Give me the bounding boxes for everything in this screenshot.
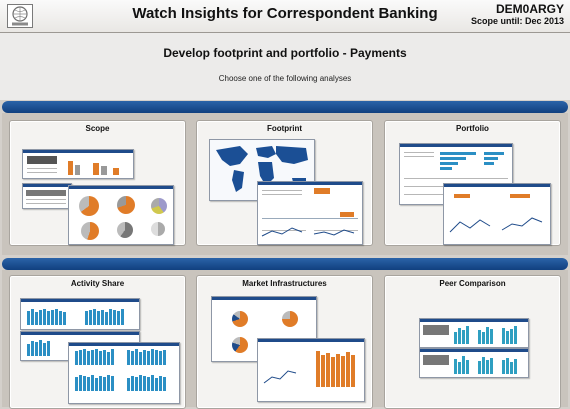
swift-logo-icon <box>7 4 33 28</box>
analysis-card-footprint[interactable]: Footprint <box>196 120 373 246</box>
analysis-card-peer-comparison[interactable]: Peer Comparison <box>384 275 561 409</box>
analysis-card-title: Activity Share <box>70 279 125 288</box>
analysis-card-activity-share[interactable]: Activity Share <box>9 275 186 409</box>
analysis-card-market-infrastructures[interactable]: Market Infrastructures <box>196 275 373 409</box>
page-subtitle: Develop footprint and portfolio - Paymen… <box>163 46 407 60</box>
intro-area: Develop footprint and portfolio - Paymen… <box>0 33 570 100</box>
market-infrastructures-dashboard-thumbnail <box>197 276 372 402</box>
analysis-row-2: Activity Share Market Infrastructures <box>2 270 568 409</box>
analysis-card-title: Market Infrastructures <box>242 279 327 288</box>
user-id: DEM0ARGY <box>495 2 564 16</box>
instruction-text: Choose one of the following analyses <box>218 74 352 83</box>
section-band-2 <box>2 258 568 270</box>
analysis-card-title: Portfolio <box>456 124 489 133</box>
app-header: Watch Insights for Correspondent Banking… <box>0 0 570 33</box>
footprint-dashboard-thumbnail <box>197 121 372 245</box>
scope-label: Scope until: Dec 2013 <box>470 16 564 26</box>
portfolio-dashboard-thumbnail <box>385 121 560 245</box>
scope-dashboard-thumbnail <box>10 121 185 245</box>
analysis-card-scope[interactable]: Scope <box>9 120 186 246</box>
peer-comparison-dashboard-thumbnail <box>385 276 560 400</box>
activity-share-dashboard-thumbnail <box>10 276 185 404</box>
analysis-card-title: Scope <box>85 124 110 133</box>
analysis-card-title: Footprint <box>266 124 303 133</box>
analysis-card-title: Peer Comparison <box>439 279 506 288</box>
app-title: Watch Insights for Correspondent Banking <box>132 5 438 22</box>
section-band-1 <box>2 101 568 113</box>
analysis-row-1: Scope <box>2 113 568 255</box>
analysis-card-portfolio[interactable]: Portfolio <box>384 120 561 246</box>
